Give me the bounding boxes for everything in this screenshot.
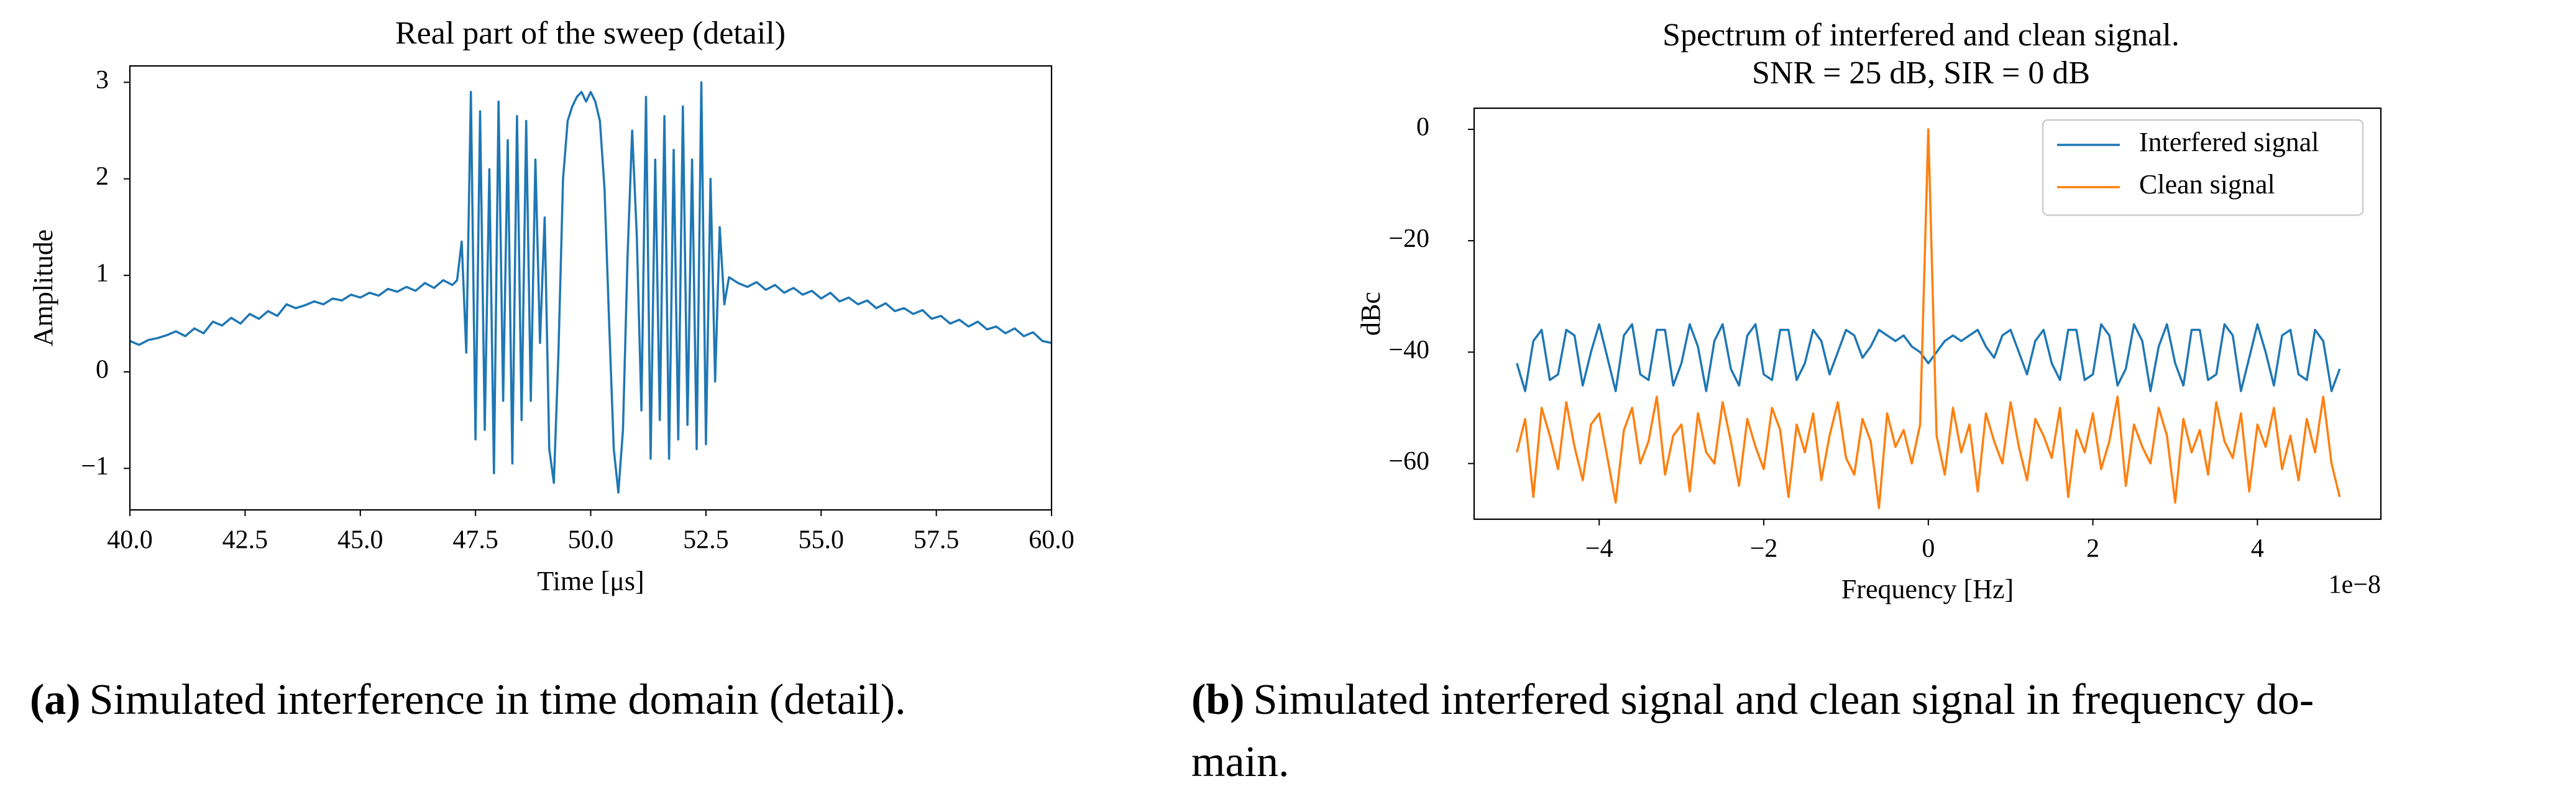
x-tick-label: 50.0 [568, 526, 614, 555]
data-line [130, 81, 1052, 494]
x-tick-label: −4 [1585, 535, 1613, 563]
x-axis-label: Time [μs] [537, 566, 644, 596]
legend-label: Clean signal [2139, 169, 2275, 200]
x-tick-label: 4 [2251, 535, 2264, 563]
x-tick-label: 52.5 [683, 526, 729, 555]
y-axis-label: Amplitude [28, 229, 58, 346]
y-axis-label: dBc [1355, 292, 1386, 336]
chart-title: Real part of the sweep (detail) [395, 16, 786, 51]
chart-title: Spectrum of interfered and clean signal. [1662, 17, 2180, 53]
caption: (a) Simulated interference in time domain… [30, 676, 906, 724]
legend-label: Interfered signal [2139, 127, 2319, 157]
legend-box [2042, 119, 2364, 216]
x-tick-label: 57.5 [914, 526, 960, 555]
x-tick-label: −2 [1750, 535, 1778, 563]
x-offset-label: 1e−8 [2329, 571, 2381, 599]
caption-text: Simulated interfered signal and clean si… [1254, 676, 2314, 724]
y-tick-label: 1 [96, 259, 109, 287]
caption: main. [1191, 738, 1289, 786]
x-tick-label: 0 [1922, 535, 1935, 563]
y-tick-label: −1 [81, 452, 109, 481]
x-tick-label: 55.0 [799, 526, 845, 555]
caption: (b) Simulated interfered signal and clean… [1191, 676, 2314, 724]
y-tick-label: 2 [96, 162, 109, 191]
x-tick-label: 42.5 [222, 526, 268, 555]
caption-label: (b) [1191, 676, 1245, 724]
y-tick-label: −40 [1388, 336, 1429, 364]
data-line [1516, 128, 2341, 509]
y-tick-label: 0 [1416, 113, 1429, 142]
x-axis-label: Frequency [Hz] [1841, 574, 2014, 604]
caption-text: main. [1191, 738, 1289, 786]
x-tick-label: 40.0 [107, 526, 153, 555]
x-tick-label: 2 [2086, 535, 2099, 563]
data-line [1516, 323, 2341, 392]
x-tick-label: 60.0 [1029, 526, 1075, 555]
y-tick-label: −60 [1388, 447, 1429, 476]
y-tick-label: −20 [1388, 224, 1429, 253]
y-tick-label: 3 [96, 66, 109, 95]
x-tick-label: 45.0 [337, 526, 383, 555]
caption-label: (a) [30, 676, 81, 724]
axes-frame [129, 65, 1053, 511]
axes-frame [1473, 107, 2382, 520]
caption-text: Simulated interference in time domain (d… [89, 676, 906, 724]
chart-title: SNR = 25 dB, SIR = 0 dB [1752, 55, 2090, 91]
y-tick-label: 0 [96, 356, 109, 384]
x-tick-label: 47.5 [452, 526, 498, 555]
